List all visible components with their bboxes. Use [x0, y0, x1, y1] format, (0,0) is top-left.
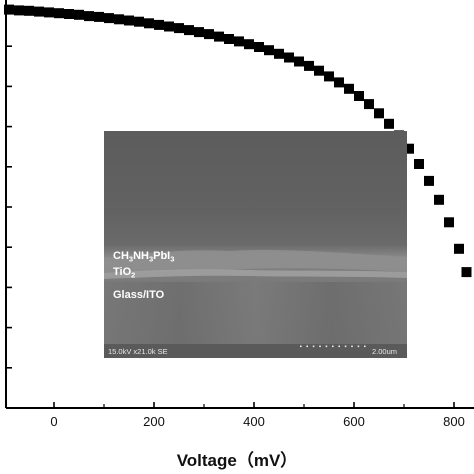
data-point	[234, 36, 244, 47]
data-point	[54, 8, 64, 19]
x-tick-label-200: 200	[143, 414, 165, 429]
data-point	[374, 108, 384, 119]
data-point	[64, 9, 74, 19]
scale-bar-dot	[364, 345, 366, 348]
data-point	[334, 77, 344, 88]
data-point	[194, 27, 204, 38]
data-point	[294, 56, 304, 67]
data-point	[304, 60, 314, 71]
sem-acquisition-info: 15.0kV x21.0k SE	[108, 347, 168, 356]
data-point	[144, 18, 154, 29]
sem-info-bar	[104, 344, 407, 358]
data-point	[461, 267, 472, 278]
data-point	[364, 99, 374, 110]
data-point	[414, 159, 424, 169]
data-point	[404, 143, 414, 154]
scale-bar-dot	[325, 345, 328, 348]
layer-label-glass-ito: Glass/ITO	[113, 289, 165, 301]
data-point	[434, 194, 444, 205]
x-axis-title: Voltage（mV）	[177, 450, 298, 470]
scale-bar-dot	[300, 345, 302, 348]
sem-interface	[104, 269, 407, 279]
scale-bar-dot	[338, 345, 340, 348]
scale-bar-dot	[357, 345, 360, 348]
sem-film-layer	[104, 249, 407, 273]
data-point	[324, 71, 334, 82]
scale-bar-dot	[351, 345, 353, 348]
scale-bar-dot	[312, 345, 315, 348]
layer-label-perovskite: CH3NH3PbI3	[113, 250, 174, 264]
data-point	[344, 83, 354, 94]
data-point	[424, 175, 434, 186]
x-ticks: 0 200 400 600 800	[50, 402, 465, 429]
x-tick-label-800: 800	[443, 414, 465, 429]
axes: 0 200 400 600 800	[5, 0, 474, 429]
x-tick-label-0: 0	[50, 414, 57, 429]
data-point	[354, 91, 364, 101]
data-point	[164, 21, 174, 32]
data-point	[74, 9, 84, 20]
data-point	[124, 15, 134, 26]
data-point	[94, 11, 104, 22]
data-point	[384, 118, 394, 129]
data-point	[314, 65, 324, 76]
data-point	[454, 243, 464, 254]
scale-bar-dot	[319, 345, 321, 348]
data-point	[184, 25, 194, 36]
data-point	[254, 42, 264, 52]
data-point	[14, 5, 24, 16]
scale-bar-dot	[306, 345, 308, 348]
layer-label-tio2: TiO2	[113, 266, 135, 280]
data-point	[264, 45, 274, 56]
data-point	[444, 217, 454, 228]
data-series	[4, 4, 472, 278]
y-ticks	[6, 45, 12, 369]
data-point	[204, 29, 214, 40]
data-point	[24, 5, 34, 16]
data-point	[104, 13, 114, 24]
data-point	[44, 7, 54, 18]
data-point	[274, 48, 284, 59]
data-point	[174, 23, 184, 34]
data-point	[214, 31, 224, 42]
scale-bar-dot	[332, 345, 334, 348]
data-point	[284, 52, 294, 63]
data-point	[114, 14, 124, 25]
sem-inset: CH3NH3PbI3 TiO2 Glass/ITO 15.0kV x21.0k …	[104, 131, 407, 358]
x-tick-label-400: 400	[243, 414, 265, 429]
data-point	[34, 6, 44, 17]
data-point	[224, 34, 234, 44]
data-point	[4, 4, 14, 15]
x-tick-label-600: 600	[343, 414, 365, 429]
sem-scale-label: 2.00um	[372, 347, 397, 356]
scale-bar-dot	[344, 345, 347, 348]
data-point	[84, 11, 94, 22]
sem-substrate	[104, 282, 407, 344]
data-point	[134, 16, 144, 27]
data-point	[244, 39, 254, 50]
sem-scale-bar	[300, 345, 366, 348]
data-point	[154, 19, 164, 30]
